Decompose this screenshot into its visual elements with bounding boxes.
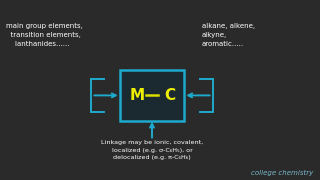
Text: Linkage may be ionic, covalent,
localized (e.g. σ-C₆H₅), or
delocalized (e.g. π-: Linkage may be ionic, covalent, localize… [101,140,203,160]
Text: alkane, alkene,
alkyne,
aromatic.....: alkane, alkene, alkyne, aromatic..... [202,23,255,47]
Text: college chemistry: college chemistry [251,170,314,176]
FancyBboxPatch shape [120,70,184,121]
Text: main group elements,
  transition elements,
    lanthanides......: main group elements, transition elements… [6,23,83,47]
Text: C: C [164,88,175,103]
Text: M: M [130,88,145,103]
